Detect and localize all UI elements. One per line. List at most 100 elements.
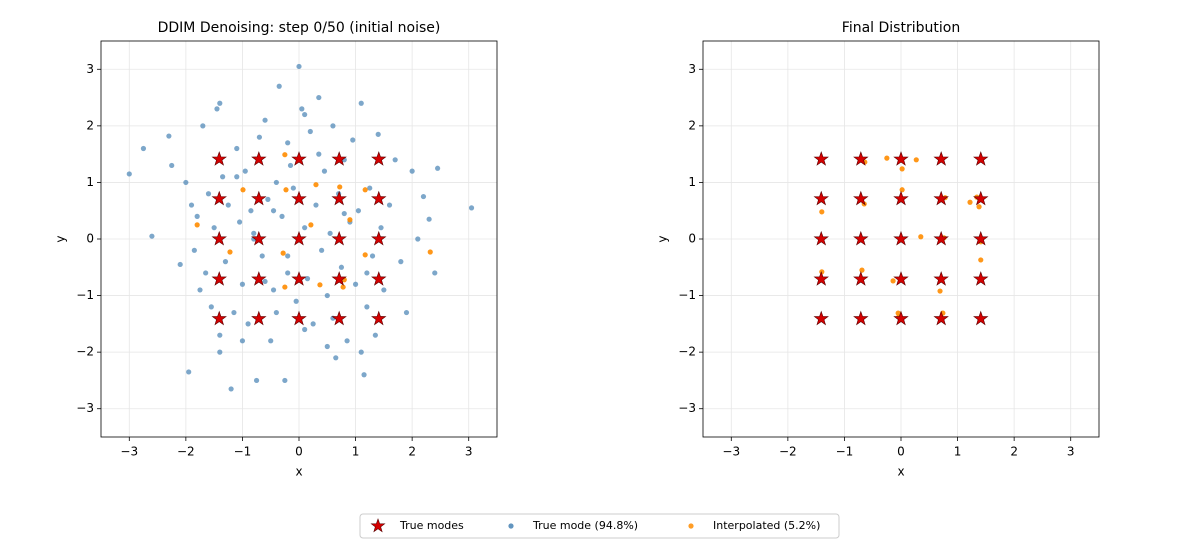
point [220, 174, 226, 180]
point [375, 131, 381, 137]
star-marker [331, 230, 347, 246]
y-tick-label: −2 [76, 345, 94, 359]
star-marker [371, 271, 387, 286]
point [415, 236, 421, 242]
point [362, 187, 368, 193]
point [214, 106, 220, 112]
star-marker [371, 310, 387, 326]
point [330, 123, 336, 129]
star-marker [933, 310, 949, 326]
point [194, 213, 200, 219]
point [197, 287, 203, 293]
point [403, 309, 410, 316]
star-marker [973, 271, 989, 286]
star-marker [973, 230, 989, 246]
point [310, 321, 316, 327]
y-axis-label: y [54, 235, 68, 242]
star-marker [371, 151, 387, 166]
x-tick-label: 1 [954, 445, 962, 459]
point [231, 309, 237, 316]
star-marker [933, 190, 949, 206]
y-tick-label: −3 [678, 401, 696, 415]
point [304, 276, 311, 282]
point [468, 205, 475, 211]
star-marker [331, 151, 347, 166]
legend: True modes True mode (94.8%) Interpolated … [359, 513, 840, 539]
point [398, 259, 404, 265]
axes-frame [100, 40, 498, 438]
point [358, 349, 364, 355]
y-tick-label: 0 [86, 232, 94, 246]
y-tick-label: −2 [678, 345, 696, 359]
point [316, 94, 322, 101]
x-tick-label: −1 [836, 445, 854, 459]
point [435, 165, 441, 171]
star-marker [211, 190, 227, 206]
point [273, 309, 279, 316]
star-marker [893, 230, 909, 246]
star-marker [211, 230, 227, 246]
point [321, 168, 328, 174]
point [899, 166, 905, 172]
star-marker [251, 310, 267, 326]
x-tick-label: −2 [779, 445, 797, 459]
point [386, 202, 393, 208]
x-tick-label: 2 [408, 445, 416, 459]
point [364, 270, 370, 276]
point [183, 179, 189, 186]
star-marker [813, 271, 829, 286]
star-marker [933, 151, 949, 166]
point [350, 137, 356, 143]
point [245, 321, 251, 327]
point [285, 140, 291, 146]
star-marker [371, 230, 387, 246]
star-marker [331, 310, 347, 326]
point [302, 326, 308, 333]
point [347, 217, 353, 223]
star-marker [933, 271, 949, 286]
star-marker [331, 190, 347, 206]
point [409, 168, 415, 174]
point [234, 174, 240, 180]
star-marker [291, 310, 307, 326]
point [268, 338, 274, 344]
point [285, 270, 291, 276]
point [367, 185, 373, 191]
point [358, 100, 364, 106]
legend-label: True modes [399, 519, 464, 532]
point [279, 213, 285, 219]
point [899, 187, 905, 193]
star-marker [813, 190, 829, 206]
legend-label: Interpolated (5.2%) [713, 519, 820, 532]
point [217, 349, 223, 355]
markers [126, 63, 475, 392]
y-tick-label: −1 [678, 288, 696, 302]
point [205, 191, 212, 197]
point [166, 133, 172, 139]
point [884, 155, 890, 161]
legend-marker [370, 518, 386, 533]
point [217, 332, 223, 338]
point [341, 210, 347, 217]
point [248, 208, 254, 214]
star-marker [251, 190, 267, 206]
y-tick-label: 3 [86, 62, 94, 76]
point [967, 199, 973, 205]
star-marker [371, 190, 387, 206]
point [283, 187, 289, 193]
point [225, 202, 231, 208]
star-marker [211, 271, 227, 286]
point [296, 63, 302, 70]
point [186, 369, 192, 375]
point [200, 123, 206, 129]
legend-marker [508, 523, 514, 529]
point [918, 234, 924, 240]
point [285, 253, 291, 259]
point [319, 247, 325, 253]
star-marker [853, 271, 869, 286]
point [338, 264, 345, 270]
point [259, 253, 265, 259]
y-tick-label: −1 [76, 288, 94, 302]
point [222, 259, 229, 265]
